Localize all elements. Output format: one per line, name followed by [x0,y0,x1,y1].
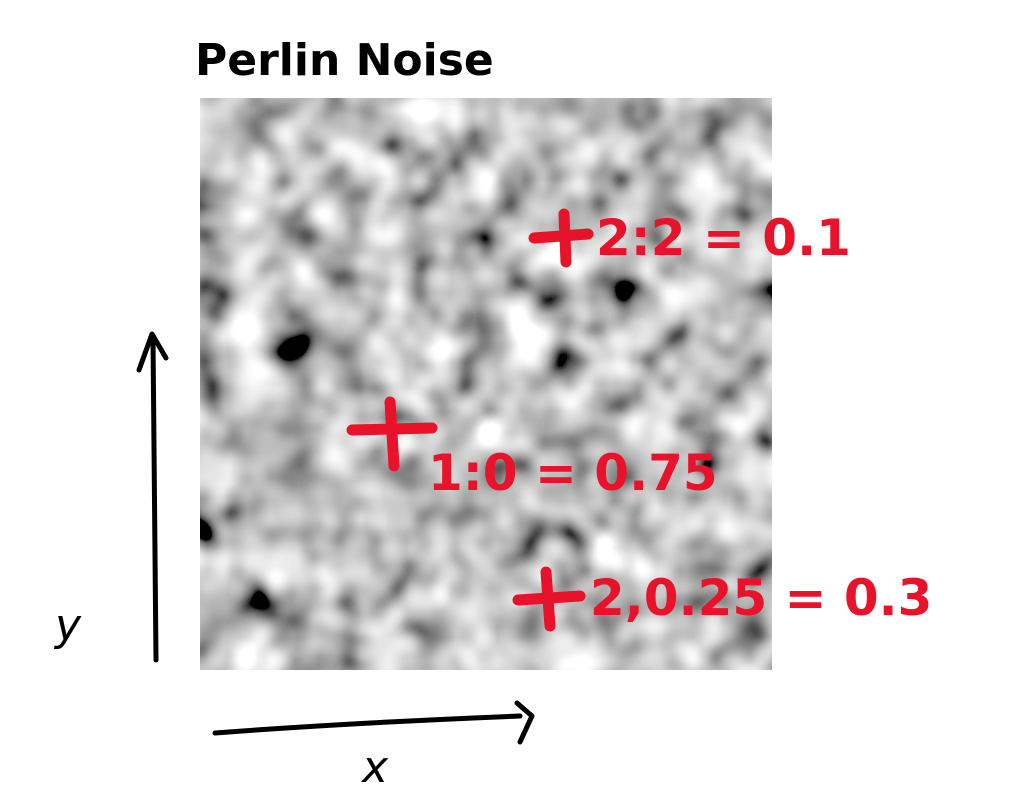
y-axis: y [53,331,169,663]
noise-texture [200,98,772,670]
cross-marker [512,566,586,632]
annotation-label: 2,0.25 = 0.3 [590,569,932,627]
annotation-label: 1:0 = 0.75 [428,444,718,502]
annotation-label: 2:2 = 0.1 [596,209,851,267]
y-axis-line [150,337,159,663]
annotation-2-2: 2:2 = 0.1 [528,208,851,268]
noise-image [200,98,772,670]
annotation-2-0.25: 2,0.25 = 0.3 [512,566,932,632]
y-axis-label: y [53,600,82,651]
annotation-1-0: 1:0 = 0.75 [346,396,718,502]
cross-marker [346,396,438,472]
x-axis: x [212,700,535,793]
diagram-title: Perlin Noise [195,35,494,86]
y-axis-arrowhead [136,331,169,373]
cross-marker [528,208,594,268]
x-axis-arrowhead [514,700,535,745]
x-axis-label: x [360,742,389,793]
x-axis-line [212,713,523,736]
